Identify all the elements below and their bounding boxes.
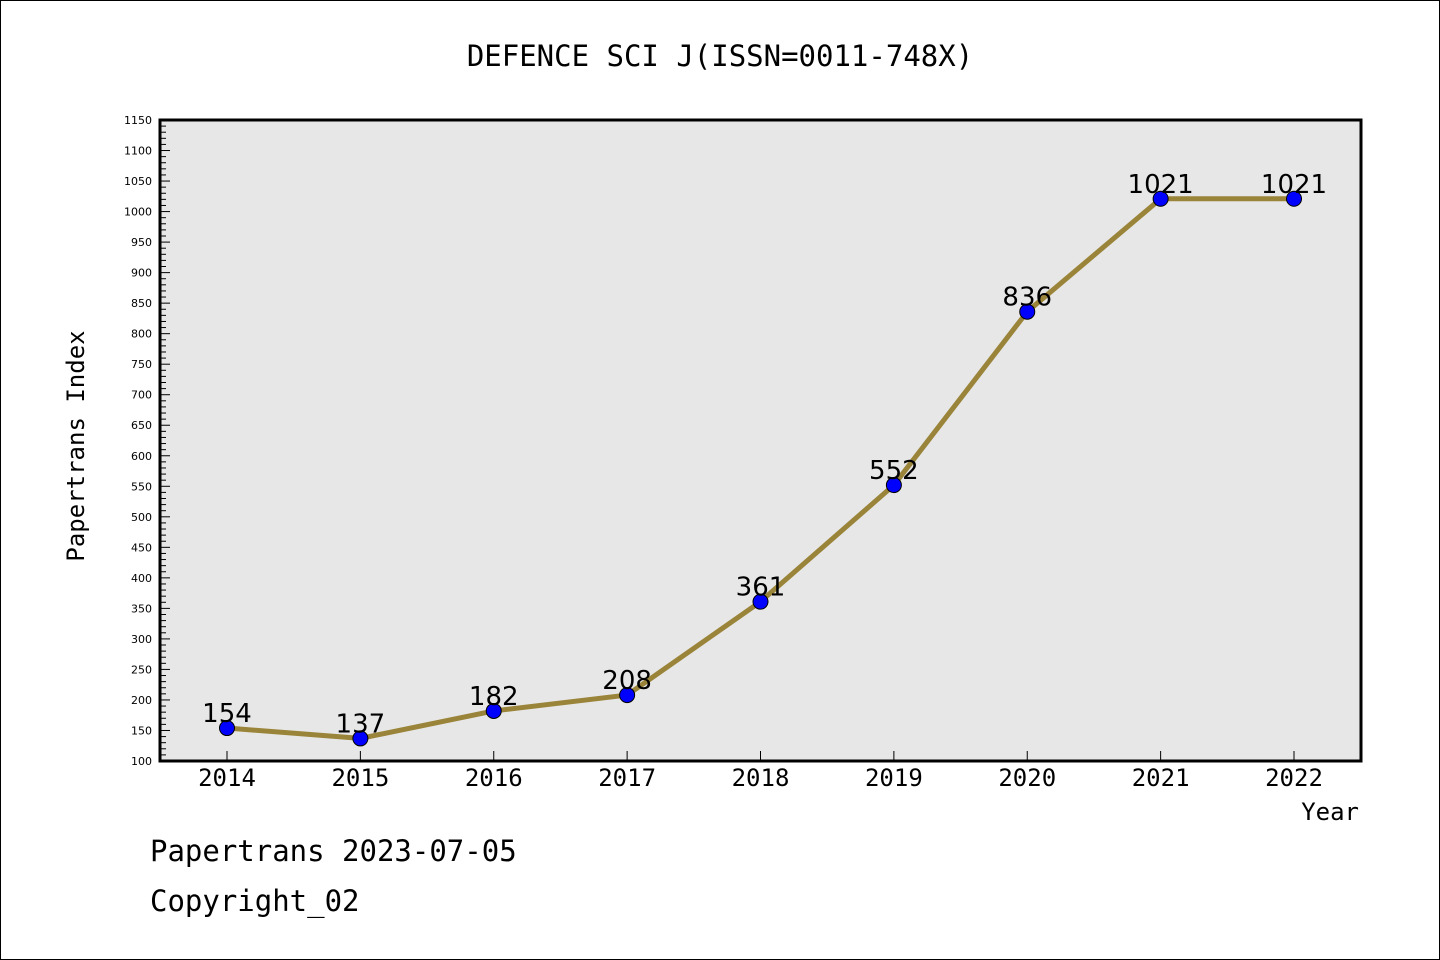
data-label: 552 xyxy=(869,456,919,486)
y-tick-label: 950 xyxy=(131,236,152,249)
data-label: 154 xyxy=(202,699,252,729)
y-tick-label: 400 xyxy=(131,572,152,585)
y-tick-label: 1000 xyxy=(124,206,152,219)
y-tick-label: 500 xyxy=(131,511,152,524)
chart-title: DEFENCE SCI J(ISSN=0011-748X) xyxy=(467,39,973,73)
y-tick-label: 450 xyxy=(131,541,152,554)
data-point xyxy=(1019,303,1036,320)
x-tick-label: 2016 xyxy=(465,764,523,792)
y-tick-label: 1050 xyxy=(124,175,152,188)
data-label: 182 xyxy=(469,682,519,712)
y-tick-label: 750 xyxy=(131,358,152,371)
y-tick-label: 600 xyxy=(131,450,152,463)
plot-border xyxy=(158,118,1363,763)
x-tick-label: 2020 xyxy=(998,764,1056,792)
data-label: 137 xyxy=(336,709,386,739)
y-tick-label: 550 xyxy=(131,480,152,493)
footer-date-line: Papertrans 2023-07-05 xyxy=(150,834,517,868)
y-tick-label: 1150 xyxy=(124,114,152,127)
y-tick-label: 100 xyxy=(131,755,152,768)
y-tick-label: 250 xyxy=(131,663,152,676)
data-point xyxy=(485,702,502,719)
y-tick-label: 700 xyxy=(131,389,152,402)
data-point xyxy=(885,477,902,494)
data-label: 361 xyxy=(736,573,786,603)
data-point xyxy=(1152,190,1169,207)
y-tick-label: 800 xyxy=(131,328,152,341)
y-tick-label: 650 xyxy=(131,419,152,432)
x-tick-label: 2021 xyxy=(1132,764,1190,792)
series-layer: 154 137 182 208 361 552 836 1021 1021 xyxy=(202,170,1327,747)
y-tick-label: 150 xyxy=(131,724,152,737)
y-tick-label: 200 xyxy=(131,694,152,707)
data-point xyxy=(619,687,636,704)
x-tick-label: 2022 xyxy=(1265,764,1323,792)
plot-area xyxy=(160,120,1361,761)
y-tick-label: 900 xyxy=(131,267,152,280)
x-tick-label: 2019 xyxy=(865,764,923,792)
data-point xyxy=(1286,190,1302,207)
data-point xyxy=(219,720,235,737)
data-label: 836 xyxy=(1002,283,1052,313)
y-axis-label: Papertrans Index xyxy=(62,330,90,561)
data-label: 1021 xyxy=(1128,170,1194,200)
y-tick-label: 850 xyxy=(131,297,152,310)
data-point xyxy=(752,593,769,610)
x-tick-label: 2014 xyxy=(198,764,256,792)
data-point xyxy=(352,730,369,747)
data-label: 1021 xyxy=(1261,170,1327,200)
x-axis-label: Year xyxy=(1301,798,1359,826)
footer-copyright-line: Copyright_02 xyxy=(150,884,360,918)
x-tick-label: 2017 xyxy=(598,764,656,792)
x-axis-tick-labels: 2014 2015 2016 2017 2018 2019 2020 2021 2022 xyxy=(198,764,1323,792)
y-tick-label: 350 xyxy=(131,602,152,615)
y-axis-tick-labels: 100 150 200 250 300 350 400 450 500 550 600 650 700 7… xyxy=(124,114,152,768)
data-label: 208 xyxy=(602,666,652,696)
y-tick-label: 1100 xyxy=(124,145,152,158)
x-tick-label: 2015 xyxy=(331,764,389,792)
x-tick-label: 2018 xyxy=(732,764,790,792)
y-tick-label: 300 xyxy=(131,633,152,646)
x-axis-ticks xyxy=(226,751,1295,761)
